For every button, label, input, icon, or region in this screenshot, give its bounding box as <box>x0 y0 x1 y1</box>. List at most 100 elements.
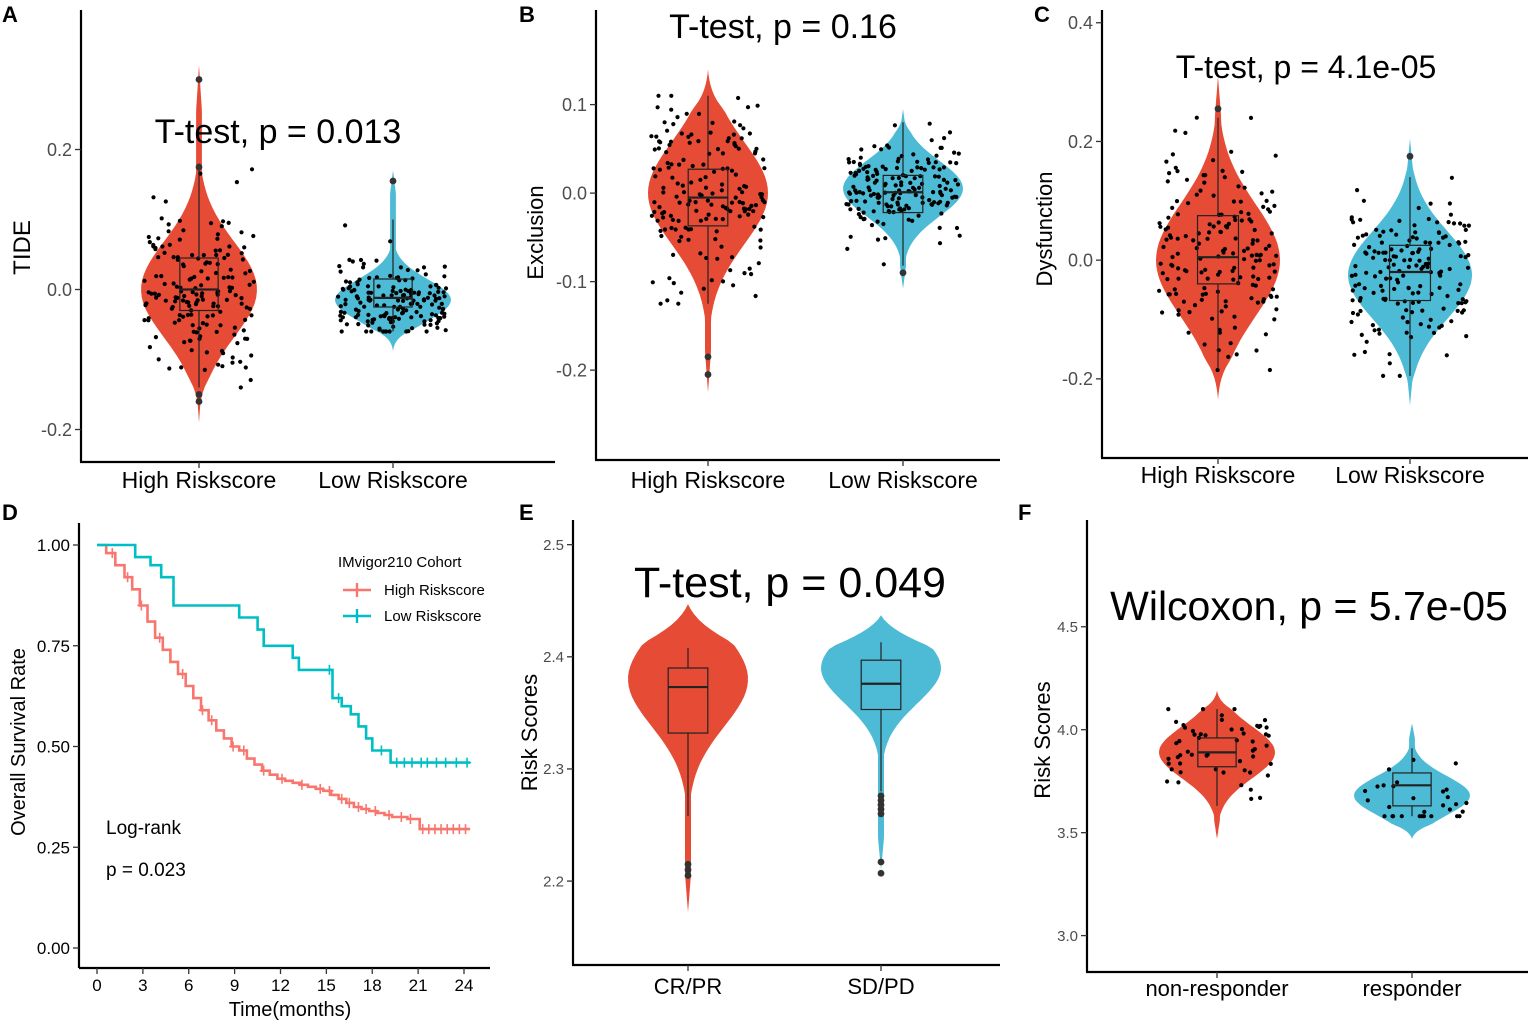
data-point <box>436 318 441 324</box>
data-point <box>912 176 917 181</box>
data-point <box>437 305 442 310</box>
data-point <box>918 174 923 179</box>
data-point <box>232 332 237 337</box>
data-point <box>226 275 231 280</box>
data-point <box>738 123 743 128</box>
data-point <box>1460 809 1465 814</box>
data-point <box>1241 248 1247 253</box>
data-point <box>343 297 348 302</box>
data-point <box>1381 229 1386 234</box>
data-point <box>349 289 354 294</box>
data-point <box>429 312 435 317</box>
box-A-1 <box>179 257 219 312</box>
data-point <box>1236 184 1241 189</box>
data-point <box>356 322 361 327</box>
data-point <box>230 275 235 280</box>
data-point <box>244 305 249 310</box>
outlier-point <box>704 353 712 361</box>
violin-B-2 <box>843 109 963 289</box>
data-point <box>401 298 406 303</box>
y-axis-title: Dysfunction <box>1032 172 1057 287</box>
data-point <box>756 261 761 266</box>
data-point <box>347 280 353 285</box>
data-point <box>1436 240 1441 245</box>
data-point <box>739 136 744 141</box>
data-point <box>1421 264 1426 269</box>
data-point <box>247 282 252 287</box>
data-point <box>433 298 438 303</box>
data-point <box>439 310 445 315</box>
data-point <box>185 312 190 318</box>
data-point <box>709 278 714 283</box>
data-point <box>249 313 254 318</box>
censor-mark <box>155 632 164 643</box>
data-point <box>1183 130 1188 135</box>
test-annotation: T-test, p = 0.049 <box>634 559 946 607</box>
data-point <box>1194 192 1199 197</box>
data-point <box>358 300 363 305</box>
data-point <box>854 198 859 203</box>
data-point <box>749 203 754 208</box>
data-point <box>890 176 895 181</box>
data-point <box>754 146 759 151</box>
data-point <box>382 314 387 319</box>
data-point <box>865 177 870 182</box>
data-point <box>681 157 686 162</box>
data-point <box>442 264 447 269</box>
data-point <box>1223 224 1229 229</box>
data-point <box>1259 191 1264 196</box>
censor-mark <box>371 805 380 816</box>
data-point <box>441 290 446 295</box>
data-point <box>1200 707 1206 712</box>
data-point <box>1257 258 1262 263</box>
data-point <box>941 165 947 170</box>
data-point <box>657 167 663 172</box>
data-point <box>866 164 871 169</box>
data-point <box>1464 800 1469 806</box>
survival-curve-2 <box>97 543 471 764</box>
panel-label: C <box>1034 2 1050 27</box>
data-point <box>668 213 674 218</box>
data-point <box>851 184 856 189</box>
data-point <box>861 191 866 196</box>
data-point <box>202 367 207 372</box>
data-point <box>1167 292 1172 297</box>
data-point <box>670 217 676 222</box>
data-point <box>677 238 682 244</box>
data-point <box>251 233 256 239</box>
data-point <box>1456 301 1461 306</box>
data-point <box>731 132 737 137</box>
data-point <box>1353 283 1358 288</box>
data-point <box>752 151 758 156</box>
data-point <box>857 168 862 173</box>
data-point <box>1272 269 1277 274</box>
data-point <box>1184 177 1190 182</box>
data-point <box>844 202 849 207</box>
data-point <box>1355 235 1360 240</box>
test-annotation: T-test, p = 0.013 <box>155 113 402 151</box>
censor-mark <box>334 693 343 704</box>
data-point <box>1203 733 1208 738</box>
data-point <box>1216 272 1221 277</box>
data-point <box>1168 235 1174 240</box>
data-point <box>746 212 751 217</box>
data-point <box>1199 270 1204 275</box>
data-point <box>405 267 410 273</box>
y-axis-title: TIDE <box>9 220 36 275</box>
data-point <box>688 227 694 232</box>
data-point <box>1187 310 1192 315</box>
data-point <box>156 292 161 297</box>
data-point <box>369 329 374 334</box>
data-point <box>661 190 666 195</box>
data-point <box>737 214 742 219</box>
data-point <box>755 103 760 108</box>
data-point <box>1426 256 1431 261</box>
data-point <box>877 194 882 199</box>
data-point <box>189 276 194 281</box>
data-point <box>760 198 765 203</box>
data-point <box>1350 298 1355 303</box>
data-point <box>239 296 244 301</box>
data-point <box>753 293 758 299</box>
data-point <box>929 138 934 143</box>
data-point <box>1376 250 1381 255</box>
